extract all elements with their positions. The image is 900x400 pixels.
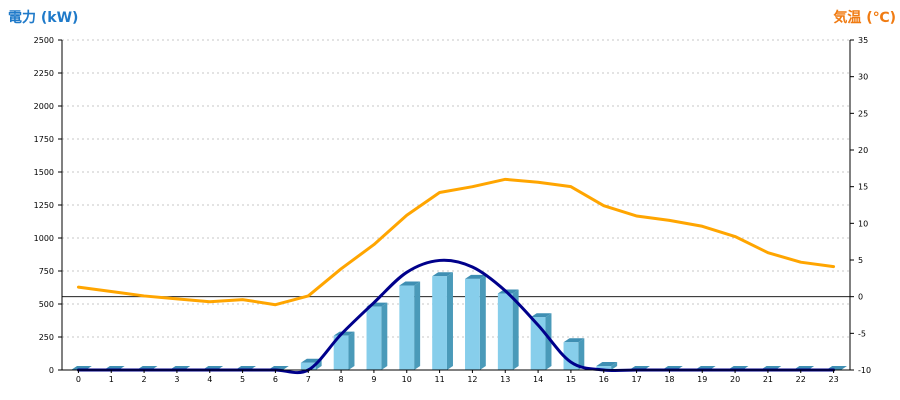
power-bar-side (348, 331, 355, 370)
right-tick-label: -10 (858, 366, 871, 375)
x-tick-label: 0 (76, 375, 81, 384)
power-line (76, 258, 836, 375)
right-tick-label: -5 (858, 329, 866, 338)
power-bar (432, 272, 453, 370)
left-tick-label: 2000 (34, 102, 54, 111)
x-tick-label: 15 (566, 375, 576, 384)
x-tick-label: 6 (273, 375, 278, 384)
power-bar-side (578, 338, 585, 370)
power-bar-top (530, 313, 552, 318)
x-tick-label: 21 (763, 375, 773, 384)
power-bar (366, 302, 388, 370)
power-bar-side (315, 358, 322, 370)
x-tick-label: 5 (240, 375, 245, 384)
right-tick-label: 15 (858, 183, 868, 192)
power-bar (497, 289, 519, 370)
power-bar-front (333, 335, 349, 370)
x-axis-ticks: 0 1 2 3 4 5 6 7 8 9 10 11 12 13 14 15 16 17 18 19 20 21 22 23 (76, 370, 839, 384)
x-tick-label: 18 (664, 375, 674, 384)
left-tick-label: 750 (39, 267, 54, 276)
power-bar-top (465, 274, 486, 279)
left-tick-label: 2500 (34, 36, 54, 45)
x-tick-label: 16 (599, 375, 609, 384)
right-axis-label: 気温 (℃) (833, 9, 896, 26)
power-bar-side (446, 272, 453, 370)
power-bar-side (414, 281, 421, 370)
power-bar-top (399, 281, 421, 286)
power-bar-front (399, 285, 415, 370)
power-bar-side (381, 302, 388, 370)
grid (62, 39, 850, 338)
left-tick-label: 1250 (34, 201, 54, 210)
left-tick-label: 0 (49, 366, 54, 375)
power-bar-front (497, 293, 513, 370)
power-bar-front (596, 366, 612, 370)
axes (61, 40, 851, 371)
right-tick-label: 0 (858, 293, 863, 302)
x-tick-label: 8 (339, 375, 344, 384)
power-bar (399, 281, 421, 370)
power-bar (596, 362, 618, 370)
power-bar-front (366, 306, 382, 370)
power-line-path (76, 258, 836, 375)
x-tick-label: 10 (402, 375, 412, 384)
right-tick-label: 20 (858, 146, 868, 155)
x-tick-label: 14 (533, 375, 543, 384)
x-tick-label: 22 (796, 375, 806, 384)
x-tick-label: 3 (174, 375, 179, 384)
left-tick-label: 500 (39, 300, 54, 309)
left-axis-ticks: 0 250 500 750 1000 1250 1500 1750 2000 2250 2500 (34, 36, 62, 375)
x-tick-label: 1 (109, 375, 114, 384)
right-tick-label: 25 (858, 109, 868, 118)
power-bar-front (432, 276, 447, 370)
power-bar-front (465, 278, 480, 370)
x-tick-label: 20 (730, 375, 740, 384)
x-tick-label: 19 (697, 375, 707, 384)
left-axis-label: 電力 (kW) (8, 9, 78, 26)
power-bar-side (512, 289, 519, 370)
x-tick-label: 2 (142, 375, 147, 384)
temperature-line-path (76, 177, 836, 307)
left-tick-label: 250 (39, 333, 54, 342)
power-bar-side (479, 274, 486, 370)
power-bar-side (611, 362, 618, 370)
x-tick-label: 23 (828, 375, 838, 384)
x-tick-label: 17 (631, 375, 641, 384)
left-tick-label: 2250 (34, 69, 54, 78)
power-bar-front (300, 362, 316, 370)
x-tick-label: 13 (500, 375, 510, 384)
x-tick-label: 11 (434, 375, 444, 384)
left-tick-label: 1500 (34, 168, 54, 177)
right-axis-ticks: -10 -5 0 5 10 15 20 25 30 35 (850, 36, 871, 375)
x-tick-label: 4 (207, 375, 212, 384)
right-tick-label: 5 (858, 256, 863, 265)
power-bar (465, 274, 486, 370)
power-bar-top (596, 362, 618, 367)
power-bar-top (563, 338, 585, 343)
power-bars (71, 272, 847, 370)
x-tick-label: 12 (467, 375, 477, 384)
temperature-line (76, 177, 836, 307)
right-tick-label: 30 (858, 73, 868, 82)
x-tick-label: 9 (371, 375, 376, 384)
left-tick-label: 1000 (34, 234, 54, 243)
left-tick-label: 1750 (34, 135, 54, 144)
right-tick-label: 35 (858, 36, 868, 45)
right-tick-label: 10 (858, 219, 868, 228)
x-tick-label: 7 (306, 375, 311, 384)
power-bar-side (545, 313, 552, 370)
power-bar-top (432, 272, 453, 277)
power-bar (333, 331, 355, 370)
power-bar (563, 338, 585, 370)
